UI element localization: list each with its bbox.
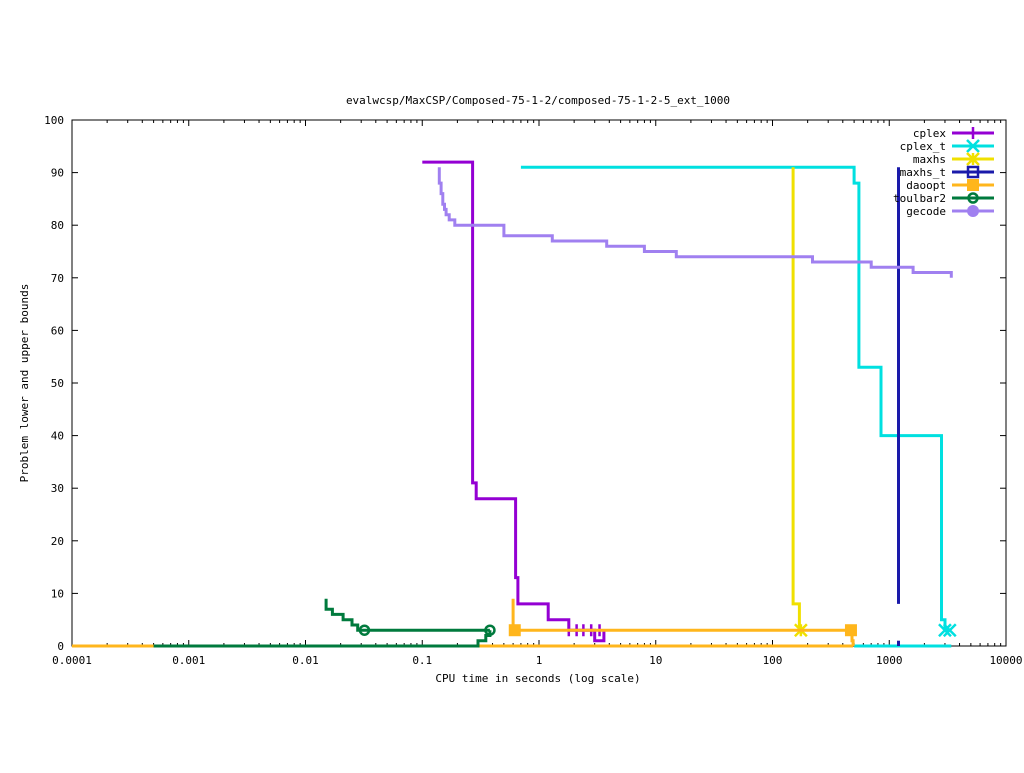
legend-label: maxhs (913, 153, 946, 166)
series-line (324, 598, 490, 632)
series-gecode (437, 167, 953, 278)
x-tick-label: 1 (536, 654, 543, 667)
series-line (791, 167, 803, 632)
legend-label: cplex (913, 127, 946, 140)
legend-marker (967, 205, 979, 217)
y-tick-label: 80 (51, 219, 64, 232)
y-tick-label: 100 (44, 114, 64, 127)
legend-label: daoopt (906, 179, 946, 192)
legend-label: maxhs_t (900, 166, 946, 179)
data-point (508, 624, 521, 637)
data-point (844, 624, 857, 637)
legend-label: gecode (906, 205, 946, 218)
y-tick-label: 50 (51, 377, 64, 390)
legend-item: gecode (906, 205, 994, 218)
x-tick-label: 10 (649, 654, 662, 667)
series-maxhs (72, 167, 808, 648)
data-point (484, 624, 496, 636)
series-daoopt (72, 598, 857, 648)
y-axis-label: Problem lower and upper bounds (18, 284, 31, 483)
x-tick-label: 100 (763, 654, 783, 667)
x-tick-label: 0.001 (172, 654, 205, 667)
x-tick-label: 0.01 (292, 654, 319, 667)
series-line (520, 165, 952, 632)
legend-marker (967, 192, 979, 204)
data-point (942, 623, 957, 638)
legend: cplexcplex_tmaxhsmaxhs_tdaoopttoulbar2ge… (893, 127, 994, 218)
y-tick-label: 70 (51, 272, 64, 285)
legend-marker (967, 179, 979, 191)
data-point (938, 623, 952, 638)
series-line (511, 598, 855, 646)
legend-marker (967, 127, 979, 139)
series-line (422, 160, 606, 643)
series-line (437, 167, 953, 278)
legend-item: cplex_t (900, 139, 994, 153)
legend-item: maxhs (913, 152, 994, 166)
legend-marker (966, 165, 980, 179)
axis-ticks: 0.0001 0.001 0.01 0.1 1 10 100 1000 10000 0 10 20 30… (44, 114, 1022, 667)
chart-title: evalwcsp/MaxCSP/Composed-75-1-2/composed… (346, 94, 730, 107)
y-tick-label: 0 (57, 640, 64, 653)
legend-label: toulbar2 (893, 192, 946, 205)
legend-item: toulbar2 (893, 192, 994, 205)
plot-frame (71, 119, 1007, 647)
legend-item: daoopt (906, 179, 994, 192)
legend-marker (966, 152, 980, 166)
x-tick-label: 1000 (876, 654, 903, 667)
y-tick-label: 90 (51, 167, 64, 180)
legend-item: maxhs_t (900, 165, 994, 179)
y-tick-label: 20 (51, 535, 64, 548)
legend-marker (966, 139, 980, 153)
y-tick-label: 30 (51, 482, 64, 495)
plot-border (71, 119, 1007, 647)
series-toulbar2 (153, 598, 496, 648)
x-tick-label: 10000 (989, 654, 1022, 667)
series-line (153, 630, 492, 648)
series-cplex (422, 160, 606, 643)
data-point (358, 624, 371, 636)
y-tick-label: 10 (51, 587, 64, 600)
legend-label: cplex_t (900, 140, 946, 153)
x-axis-label: CPU time in seconds (log scale) (435, 672, 640, 685)
series-layer (72, 160, 957, 648)
legend-item: cplex (913, 127, 994, 140)
series-cplex-t (520, 165, 957, 648)
y-tick-label: 60 (51, 324, 64, 337)
x-tick-label: 0.1 (412, 654, 432, 667)
y-tick-label: 40 (51, 430, 64, 443)
x-tick-label: 0.0001 (52, 654, 92, 667)
